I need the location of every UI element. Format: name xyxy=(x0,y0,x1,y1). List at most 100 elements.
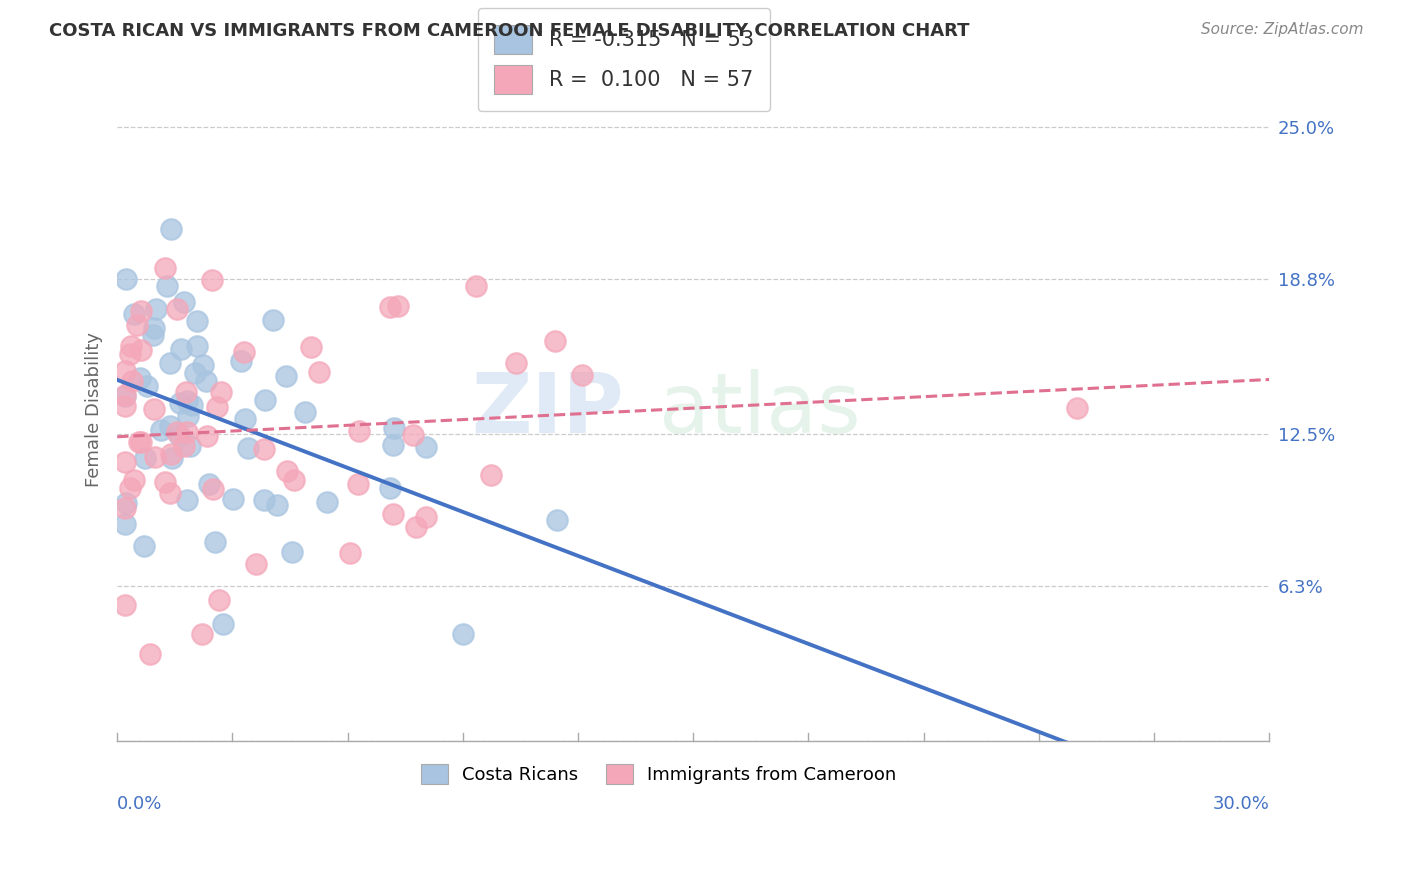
Point xyxy=(114,455,136,469)
Point xyxy=(114,516,136,531)
Point xyxy=(149,423,172,437)
Point xyxy=(387,299,409,313)
Point xyxy=(208,592,231,607)
Point xyxy=(346,477,368,491)
Point xyxy=(166,302,188,317)
Point xyxy=(245,557,267,571)
Y-axis label: Female Disability: Female Disability xyxy=(86,332,103,486)
Point xyxy=(465,278,488,293)
Point xyxy=(145,301,167,316)
Point xyxy=(114,399,136,413)
Point xyxy=(160,222,183,236)
Point xyxy=(191,359,214,373)
Point xyxy=(212,617,235,632)
Point xyxy=(232,345,254,359)
Point xyxy=(120,338,142,352)
Point xyxy=(262,313,284,327)
Point xyxy=(159,447,181,461)
Point xyxy=(201,273,224,287)
Point xyxy=(294,405,316,419)
Point xyxy=(170,342,193,356)
Point xyxy=(283,473,305,487)
Point xyxy=(136,378,159,392)
Point xyxy=(174,385,197,400)
Point xyxy=(138,647,160,661)
Point xyxy=(451,627,474,641)
Point xyxy=(405,520,427,534)
Point xyxy=(179,439,201,453)
Text: 30.0%: 30.0% xyxy=(1212,795,1270,813)
Text: Source: ZipAtlas.com: Source: ZipAtlas.com xyxy=(1201,22,1364,37)
Point xyxy=(195,429,218,443)
Point xyxy=(114,599,136,613)
Point xyxy=(347,424,370,438)
Text: ZIP: ZIP xyxy=(471,368,624,450)
Point xyxy=(209,384,232,399)
Point xyxy=(153,261,176,276)
Text: atlas: atlas xyxy=(658,368,860,450)
Point xyxy=(114,363,136,377)
Point xyxy=(120,347,142,361)
Point xyxy=(159,419,181,434)
Point xyxy=(162,451,184,466)
Point xyxy=(159,486,181,500)
Point xyxy=(229,353,252,368)
Point xyxy=(129,343,152,357)
Point xyxy=(415,509,437,524)
Point xyxy=(378,481,401,495)
Point xyxy=(125,318,148,332)
Point xyxy=(191,627,214,641)
Point xyxy=(114,388,136,402)
Point xyxy=(546,513,568,527)
Point xyxy=(132,539,155,553)
Point xyxy=(266,498,288,512)
Point xyxy=(197,476,219,491)
Point xyxy=(142,401,165,416)
Point xyxy=(276,464,298,478)
Point xyxy=(114,501,136,516)
Point xyxy=(167,427,190,442)
Point xyxy=(1066,401,1088,416)
Point xyxy=(252,492,274,507)
Point xyxy=(186,339,208,353)
Point xyxy=(120,481,142,495)
Point xyxy=(143,320,166,334)
Point xyxy=(129,371,152,385)
Point xyxy=(114,496,136,510)
Point xyxy=(176,425,198,439)
Point xyxy=(505,356,527,370)
Point xyxy=(382,508,405,522)
Point xyxy=(177,409,200,423)
Point xyxy=(382,438,405,452)
Point xyxy=(401,428,423,442)
Point xyxy=(233,411,256,425)
Point xyxy=(129,304,152,318)
Point xyxy=(339,546,361,560)
Point xyxy=(308,365,330,379)
Point xyxy=(115,271,138,285)
Legend: Costa Ricans, Immigrants from Cameroon: Costa Ricans, Immigrants from Cameroon xyxy=(413,757,904,791)
Point xyxy=(571,368,593,382)
Point xyxy=(299,340,322,354)
Point xyxy=(173,294,195,309)
Point xyxy=(274,369,297,384)
Point xyxy=(254,393,277,408)
Point xyxy=(380,300,402,314)
Point xyxy=(169,396,191,410)
Point xyxy=(134,451,156,466)
Text: 0.0%: 0.0% xyxy=(117,795,163,813)
Point xyxy=(131,435,153,450)
Point xyxy=(166,425,188,440)
Point xyxy=(122,307,145,321)
Point xyxy=(195,375,218,389)
Text: COSTA RICAN VS IMMIGRANTS FROM CAMEROON FEMALE DISABILITY CORRELATION CHART: COSTA RICAN VS IMMIGRANTS FROM CAMEROON … xyxy=(49,22,970,40)
Point xyxy=(142,328,165,343)
Point xyxy=(382,421,405,435)
Point xyxy=(173,439,195,453)
Point xyxy=(415,441,437,455)
Point xyxy=(201,482,224,496)
Point xyxy=(315,495,337,509)
Point xyxy=(156,279,179,293)
Point xyxy=(204,534,226,549)
Point xyxy=(181,398,204,412)
